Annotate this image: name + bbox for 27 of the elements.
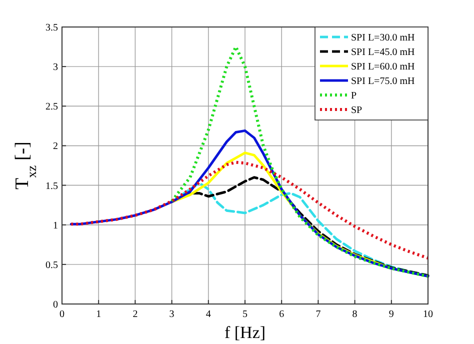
legend-label: SPI L=30.0 mH xyxy=(351,32,415,44)
x-tick-label: 2 xyxy=(132,309,138,320)
legend-label: SPI L=45.0 mH xyxy=(351,47,415,58)
legend-label: SP xyxy=(351,105,363,116)
line-series xyxy=(170,45,430,278)
line-series xyxy=(70,160,430,260)
y-tick-label: 2.5 xyxy=(46,102,58,113)
y-tick-label: 2 xyxy=(53,141,58,152)
y-tick-label: 3 xyxy=(53,62,58,74)
x-tick-label: 10 xyxy=(423,309,433,320)
legend-label: SPI L=60.0 mH xyxy=(351,62,415,72)
y-tick-label: 1.5 xyxy=(46,180,58,192)
x-tick-label: 4 xyxy=(206,309,211,320)
x-tick-label: 8 xyxy=(352,309,358,320)
legend-label: SPI L=75.0 mH xyxy=(351,76,415,87)
x-tick-label: 7 xyxy=(316,309,321,320)
x-tick-label: 9 xyxy=(388,309,394,320)
x-tick-label: 6 xyxy=(279,309,284,320)
y-tick-label: 1 xyxy=(53,220,58,232)
x-tick-label: 5 xyxy=(242,309,248,320)
y-tick-label: 0 xyxy=(53,300,58,310)
legend-label: P xyxy=(351,90,357,102)
x-tick-label: 1 xyxy=(96,309,102,320)
x-tick-label: 3 xyxy=(169,309,174,320)
y-tick-label: 3.5 xyxy=(46,22,58,34)
x-axis-title: f [Hz] xyxy=(224,323,266,342)
y-tick-label: 0.5 xyxy=(46,260,58,271)
